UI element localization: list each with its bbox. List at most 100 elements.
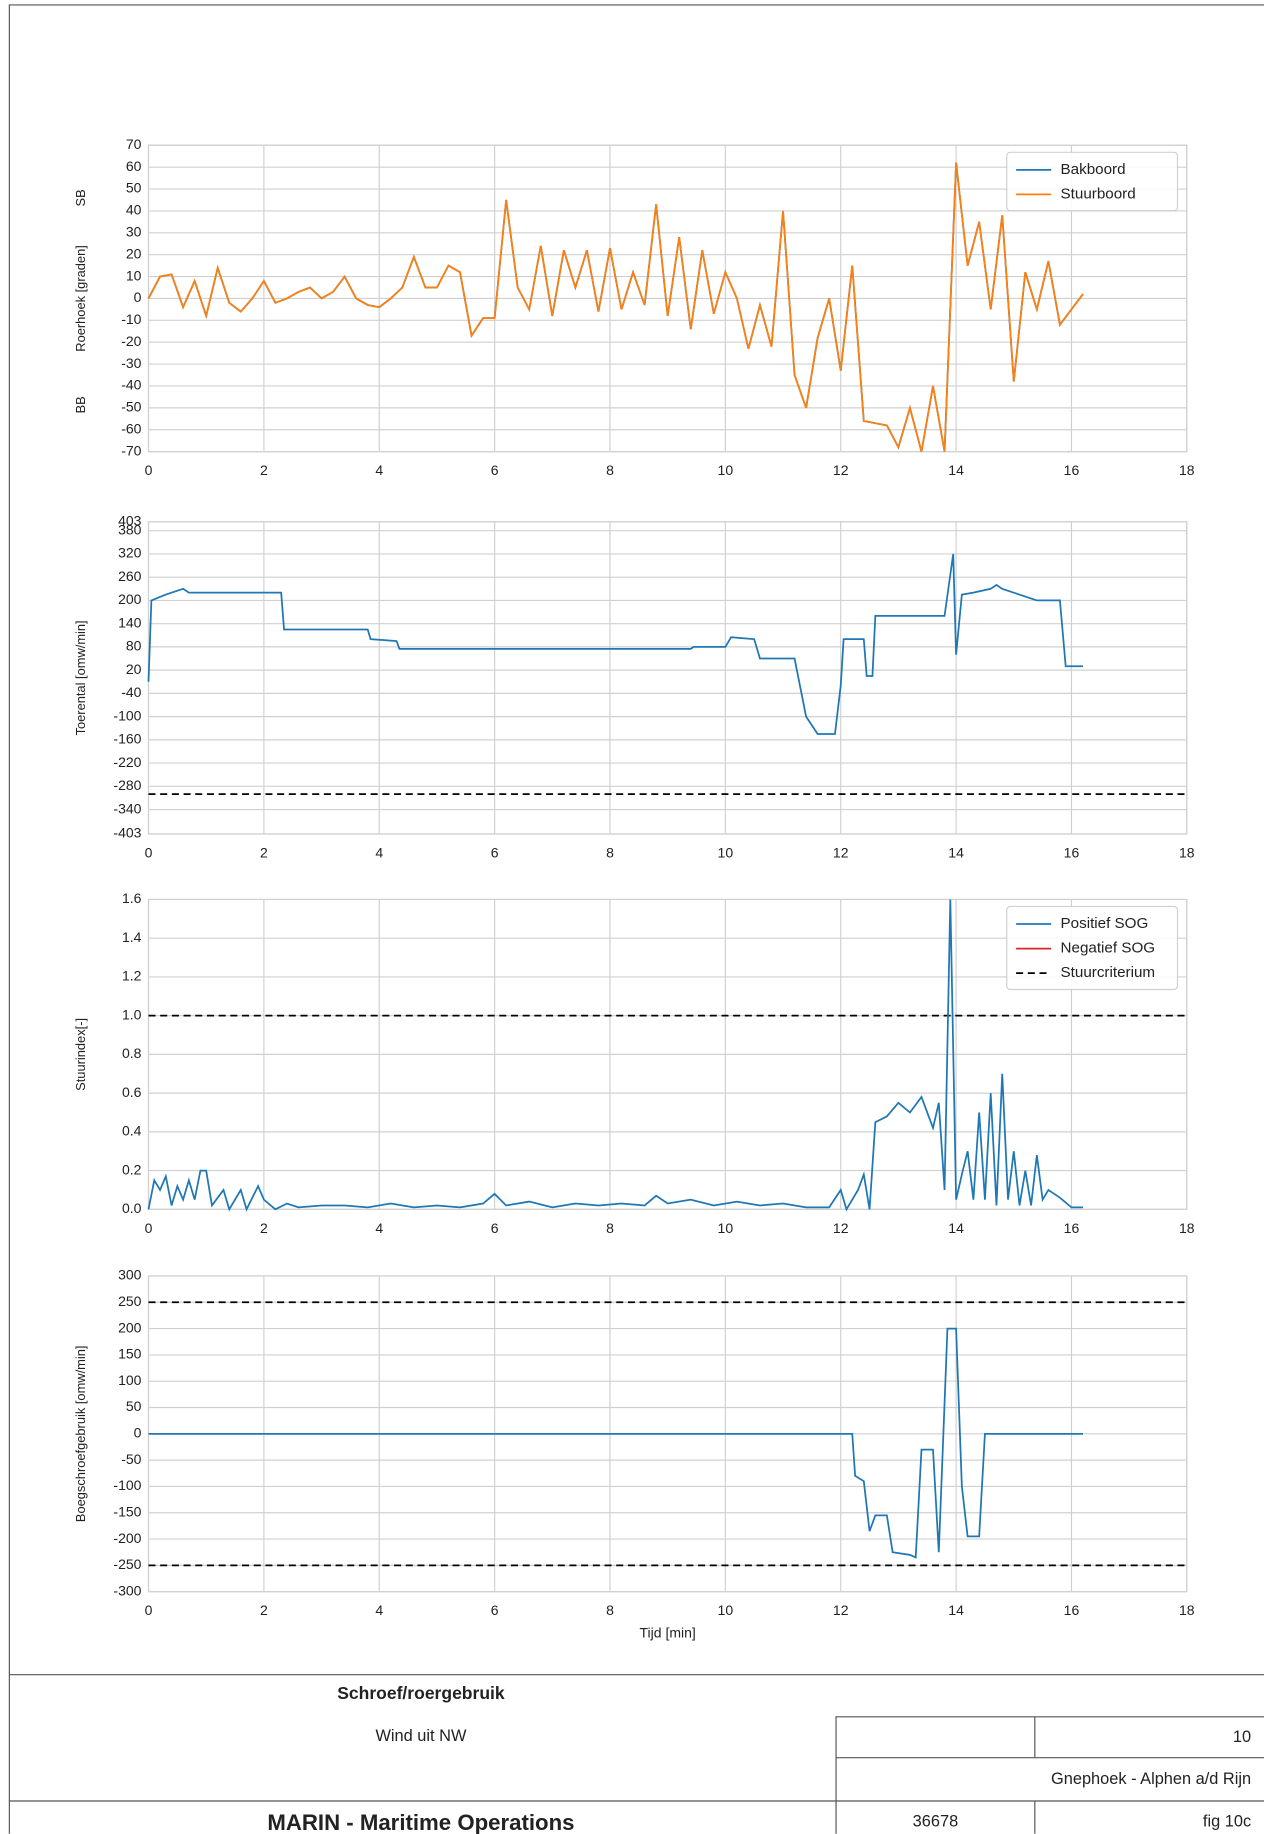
y-tick-label: 20 [126,245,142,261]
x-tick-label: 12 [833,1602,849,1618]
legend-label: Bakboord [1061,161,1126,178]
x-tick-label: 12 [833,1220,849,1236]
legend [1006,905,1179,991]
x-tick-label: 6 [491,1602,499,1618]
y-tick-label: -403 [113,825,141,841]
y-tick-label: 320 [118,545,142,561]
x-tick-label: 6 [491,845,499,861]
y-tick-label: -50 [121,399,141,415]
y-tick-label: 70 [126,136,142,152]
y-tick-label: -40 [121,377,141,393]
y-tick-label: -10 [121,311,141,327]
y-tick-label: 0.0 [122,1200,142,1216]
footer-page: 10 [1233,1728,1251,1746]
x-tick-label: 18 [1179,1602,1195,1618]
y-tick-label: -280 [113,777,141,793]
x-tick-label: 0 [145,1220,153,1236]
x-tick-label: 14 [948,1220,964,1236]
y-tick-label: 0.4 [122,1123,142,1139]
y-tick-label: -340 [113,800,141,816]
y-tick-label: -200 [113,1530,141,1546]
y-tick-label: -40 [121,684,141,700]
legend-label: Positief SOG [1061,915,1149,932]
y-tick-label: 0 [134,1425,142,1441]
x-tick-label: 16 [1064,1602,1080,1618]
x-tick-label: 16 [1064,1220,1080,1236]
x-tick-label: 2 [260,845,268,861]
legend-label: Stuurcriterium [1061,964,1156,981]
y-axis-label: Boegschroefgebruik [omw/min] [73,1346,88,1523]
x-tick-label: 8 [606,845,614,861]
y-tick-label: 0 [134,289,142,305]
x-tick-label: 12 [833,845,849,861]
y-tick-label: 0.2 [122,1161,142,1177]
x-tick-label: 18 [1179,845,1195,861]
y-axis-label-bottom: BB [73,396,88,413]
x-tick-label: 18 [1179,462,1195,478]
y-tick-label: 80 [126,638,142,654]
y-tick-label: -100 [113,1477,141,1493]
y-tick-label: -160 [113,731,141,747]
y-tick-label: -150 [113,1503,141,1519]
y-axis-label: Stuurindex[-] [73,1018,88,1091]
legend-label: Stuurboord [1061,185,1136,202]
y-tick-label: -250 [113,1556,141,1572]
x-tick-label: 10 [718,462,734,478]
footer-subtitle: Wind uit NW [375,1727,466,1745]
y-tick-label: 30 [126,224,142,240]
y-tick-label: 1.4 [122,929,142,945]
y-tick-label: 200 [118,591,142,607]
y-tick-label: 250 [118,1293,142,1309]
x-tick-label: 14 [948,1602,964,1618]
y-tick-label: 260 [118,568,142,584]
x-tick-label: 4 [375,1602,383,1618]
x-tick-label: 0 [145,462,153,478]
x-tick-label: 10 [718,1602,734,1618]
data-line [147,162,1084,452]
y-tick-label: 100 [118,1372,142,1388]
y-tick-label: 403 [118,512,142,528]
y-tick-label: 140 [118,614,142,630]
y-tick-label: 1.0 [122,1006,142,1022]
y-tick-label: -50 [121,1451,141,1467]
footer-project: 36678 [913,1812,959,1830]
y-tick-label: 1.2 [122,968,142,984]
x-tick-label: 2 [260,1220,268,1236]
y-tick-label: 60 [126,158,142,174]
y-tick-label: 10 [126,267,142,283]
x-tick-label: 10 [718,845,734,861]
x-tick-label: 2 [260,462,268,478]
x-tick-label: 6 [491,462,499,478]
y-tick-label: -100 [113,707,141,723]
legend [1006,151,1179,212]
footer-location: Gnephoek - Alphen a/d Rijn [1051,1770,1251,1788]
footer-table [835,1716,1264,1834]
x-tick-label: 8 [606,1220,614,1236]
x-tick-label: 10 [718,1220,734,1236]
y-tick-label: 50 [126,180,142,196]
x-tick-label: 4 [375,462,383,478]
y-tick-label: 150 [118,1346,142,1362]
x-axis-label: Tijd [min] [639,1624,695,1640]
x-tick-label: 14 [948,462,964,478]
x-tick-label: 4 [375,845,383,861]
y-axis-label: Toerental [omw/min] [73,620,88,735]
x-tick-label: 2 [260,1602,268,1618]
x-tick-label: 8 [606,462,614,478]
y-tick-label: 20 [126,661,142,677]
y-tick-label: -20 [121,333,141,349]
y-tick-label: -60 [121,420,141,436]
data-line [148,1327,1083,1559]
page-frame [8,4,1264,1834]
x-tick-label: 0 [145,845,153,861]
y-tick-label: 0.8 [122,1045,142,1061]
y-tick-label: 0.6 [122,1084,142,1100]
x-tick-label: 12 [833,462,849,478]
y-tick-label: -30 [121,355,141,371]
x-tick-label: 4 [375,1220,383,1236]
y-tick-label: 50 [126,1398,142,1414]
y-tick-label: 40 [126,202,142,218]
footer-title: Schroef/roergebruik [337,1683,505,1703]
x-tick-label: 6 [491,1220,499,1236]
